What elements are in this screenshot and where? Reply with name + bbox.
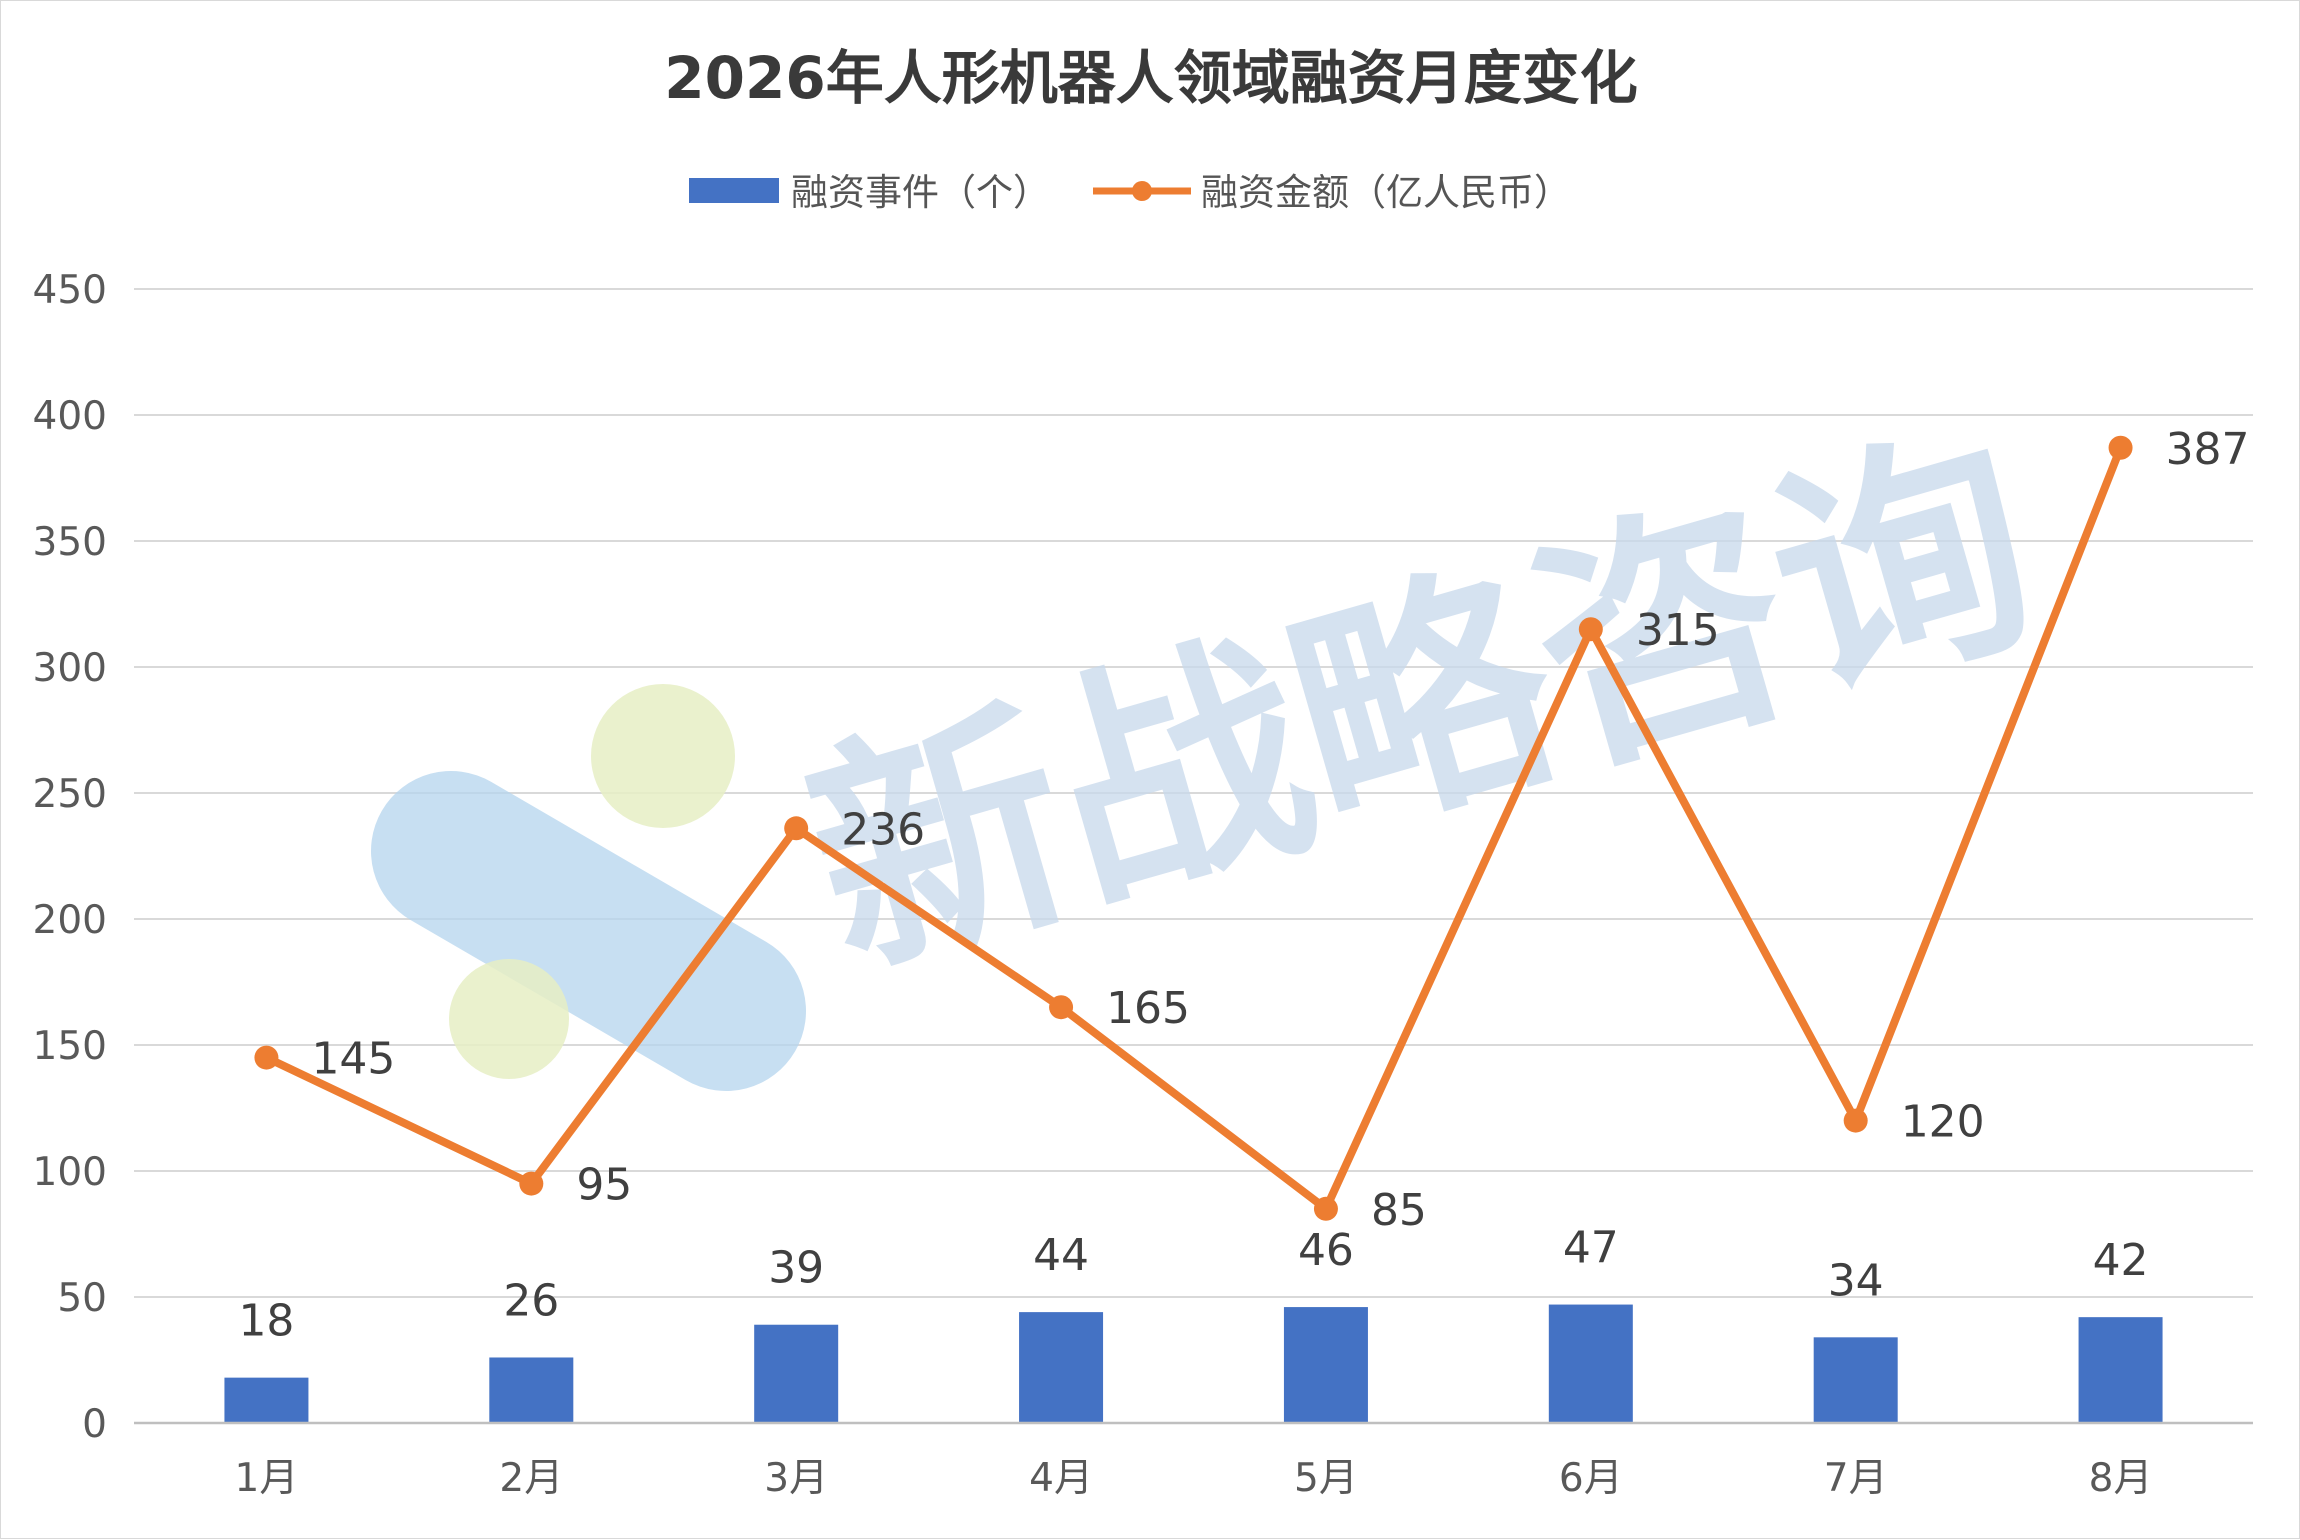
x-tick-label: 6月 [1559, 1456, 1623, 1501]
data-labels: 18 26 39 44 46 47 34 42 145 95 236 165 85 315 120 387 [238, 424, 2249, 1347]
bar [754, 1324, 839, 1423]
bar-series [224, 1304, 2163, 1423]
legend-swatch-marker [1132, 181, 1152, 201]
y-tick-label: 250 [33, 772, 107, 817]
line-point [784, 816, 809, 841]
y-tick-label: 50 [57, 1276, 107, 1321]
line-point [2108, 435, 2133, 460]
watermark-logo-dot [591, 684, 735, 828]
bar [1019, 1312, 1104, 1423]
legend: 融资事件（个） 融资金额（亿人民币） [689, 171, 1571, 214]
line-data-label: 120 [1901, 1097, 1985, 1148]
x-tick-label: 3月 [764, 1456, 828, 1501]
y-axis-ticks: 0 50 100 150 200 250 300 350 400 450 [33, 268, 107, 1447]
bar-data-label: 42 [2093, 1235, 2149, 1286]
line-data-label: 95 [576, 1160, 632, 1211]
legend-label-line: 融资金额（亿人民币） [1201, 171, 1571, 214]
y-tick-label: 300 [33, 646, 107, 691]
bar-data-label: 18 [238, 1296, 294, 1347]
legend-swatch-bar [689, 178, 779, 203]
line-point [1843, 1108, 1868, 1133]
x-tick-label: 8月 [2089, 1456, 2153, 1501]
line-data-label: 236 [841, 804, 925, 855]
line-data-label: 85 [1371, 1185, 1427, 1236]
x-tick-label: 2月 [499, 1456, 563, 1501]
bar [1283, 1307, 1368, 1423]
x-tick-label: 1月 [235, 1456, 299, 1501]
x-tick-label: 4月 [1029, 1456, 1093, 1501]
line-data-label: 165 [1106, 983, 1190, 1034]
y-tick-label: 350 [33, 520, 107, 565]
y-tick-label: 200 [33, 898, 107, 943]
watermark-text: 新战略咨询 [781, 392, 2063, 1016]
y-tick-label: 400 [33, 394, 107, 439]
bar [2078, 1317, 2163, 1423]
bar-data-label: 44 [1033, 1230, 1089, 1281]
line-data-label: 387 [2166, 424, 2250, 475]
watermark-logo-dot [449, 959, 569, 1079]
chart-title: 2026年人形机器人领域融资月度变化 [664, 44, 1637, 112]
line-data-label: 315 [1636, 605, 1720, 656]
legend-label-bar: 融资事件（个） [791, 171, 1050, 214]
y-tick-label: 450 [33, 268, 107, 313]
y-tick-label: 0 [82, 1402, 107, 1447]
bar-data-label: 47 [1563, 1223, 1619, 1274]
bar-data-label: 46 [1298, 1225, 1354, 1276]
line-data-label: 145 [311, 1034, 395, 1085]
line-point [1049, 995, 1074, 1020]
line-point [1578, 617, 1603, 642]
line-point [519, 1171, 544, 1196]
line-point [254, 1045, 279, 1070]
bar [1813, 1337, 1898, 1423]
bar [1548, 1304, 1633, 1423]
bar-data-label: 34 [1828, 1255, 1884, 1306]
x-tick-label: 7月 [1824, 1456, 1888, 1501]
x-axis-ticks: 1月 2月 3月 4月 5月 6月 7月 8月 [235, 1456, 2153, 1501]
x-tick-label: 5月 [1294, 1456, 1358, 1501]
line-point [1313, 1196, 1338, 1221]
bar [224, 1377, 309, 1423]
line-path [262, 443, 2125, 1213]
bar [489, 1357, 574, 1423]
y-tick-label: 100 [33, 1150, 107, 1195]
line-series [254, 435, 2133, 1221]
y-tick-label: 150 [33, 1024, 107, 1069]
bar-data-label: 26 [503, 1275, 559, 1326]
bar-data-label: 39 [768, 1243, 824, 1294]
watermark: 新战略咨询 [371, 392, 2063, 1091]
